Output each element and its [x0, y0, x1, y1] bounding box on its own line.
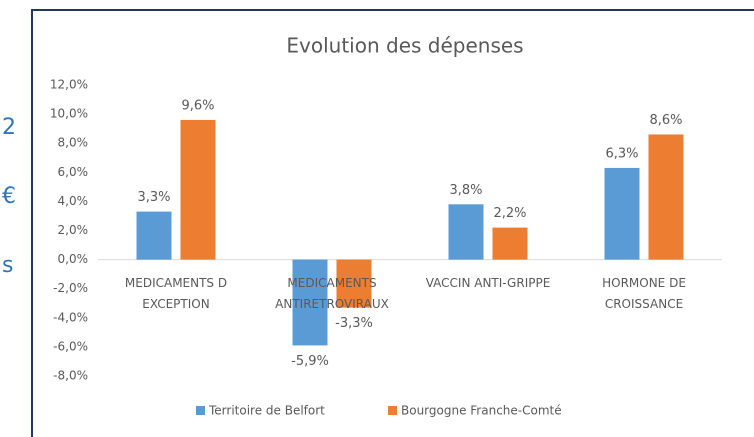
data-label: 6,3% — [605, 146, 638, 161]
y-tick-label: 6,0% — [58, 165, 89, 179]
y-tick-label: 0,0% — [58, 252, 89, 266]
y-tick-label: 10,0% — [50, 107, 88, 121]
bar — [136, 211, 172, 260]
legend-label: Bourgogne Franche-Comté — [401, 404, 562, 418]
x-tick-label: VACCIN ANTI-GRIPPE — [425, 275, 551, 290]
x-tick-label: HORMONE DE CROISSANCE — [602, 275, 686, 311]
y-tick-label: -2,0% — [53, 281, 88, 295]
bar — [180, 119, 216, 260]
data-label: 3,8% — [449, 183, 482, 198]
bar — [292, 259, 328, 346]
data-label: 2,2% — [493, 206, 526, 221]
data-label: 3,3% — [137, 190, 170, 205]
text-fragment: 2 — [2, 115, 16, 140]
bar — [648, 134, 684, 260]
legend-label: Territoire de Belfort — [208, 404, 325, 418]
bar — [492, 227, 528, 260]
data-label: -5,9% — [291, 354, 329, 369]
y-tick-label: 8,0% — [58, 136, 89, 150]
x-tick-label: MEDICAMENTS ANTIRETROVIRAUX — [275, 275, 389, 311]
bar — [336, 259, 372, 308]
legend-swatch — [388, 406, 397, 415]
y-tick-label: -6,0% — [53, 339, 88, 353]
y-tick-label: 4,0% — [58, 194, 89, 208]
text-fragment: s — [2, 253, 14, 278]
chart-title: Evolution des dépenses — [286, 34, 523, 58]
bar — [604, 167, 640, 260]
bar — [448, 204, 484, 260]
data-label: 9,6% — [181, 98, 214, 113]
x-tick-label: MEDICAMENTS D EXCEPTION — [124, 275, 228, 311]
y-tick-label: -8,0% — [53, 369, 88, 383]
text-fragment: € — [2, 184, 16, 209]
legend-swatch — [196, 406, 205, 415]
data-label: -3,3% — [335, 316, 373, 331]
y-tick-label: 12,0% — [50, 78, 88, 92]
data-label: 8,6% — [649, 113, 682, 128]
y-tick-label: 2,0% — [58, 223, 89, 237]
y-tick-label: -4,0% — [53, 310, 88, 324]
